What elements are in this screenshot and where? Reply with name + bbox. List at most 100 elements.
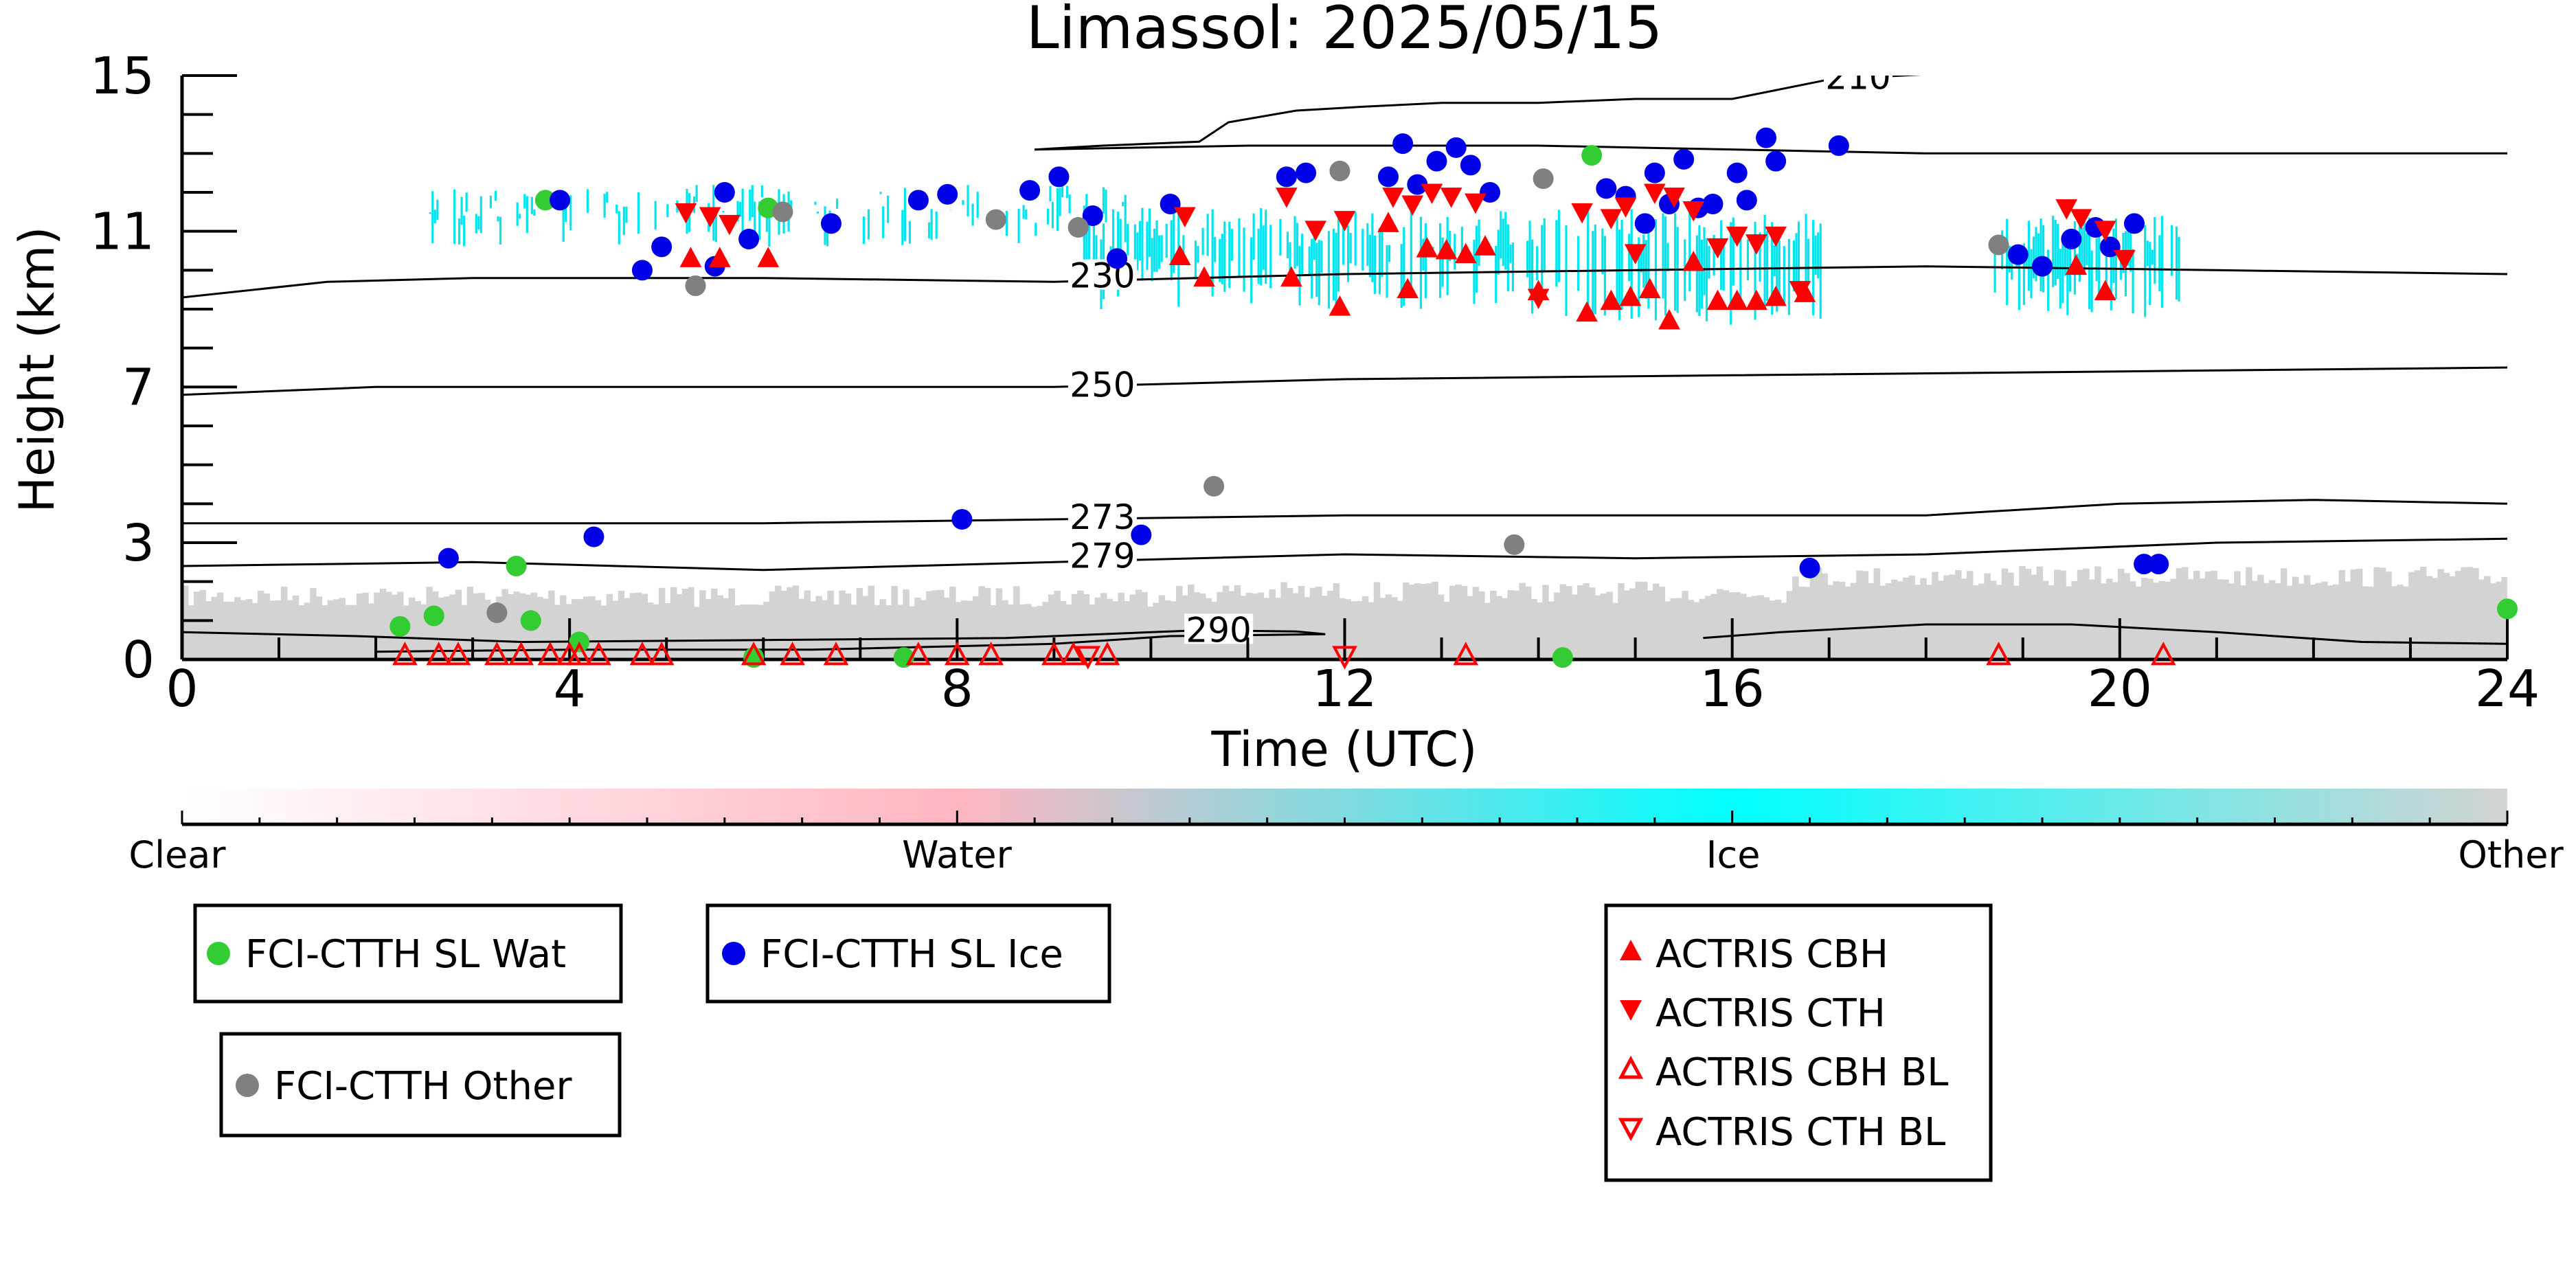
fci-ctth-sl-ice-point xyxy=(1107,248,1128,269)
actris-cth-point xyxy=(1465,193,1487,214)
x-tick-label: 8 xyxy=(941,659,973,719)
actris-cth-point xyxy=(2094,221,2116,241)
contour-label: 210 xyxy=(1825,58,1890,98)
contour-label: 279 xyxy=(1070,536,1135,576)
fci-ctth-sl-ice-point xyxy=(1480,182,1501,203)
fci-ctth-sl-ice-point xyxy=(1756,127,1777,148)
fci-ctth-sl-wat-point xyxy=(423,605,444,626)
markers xyxy=(389,127,2518,670)
y-tick-label: 7 xyxy=(122,358,155,417)
fci-ctth-sl-ice-point xyxy=(937,183,958,205)
actris-cth-point xyxy=(1643,183,1666,205)
fci-ctth-sl-ice-point xyxy=(1048,166,1070,188)
fci-ctth-sl-ice-point xyxy=(1726,162,1748,183)
legend-ice-label: FCI-CTTH SL Ice xyxy=(760,932,1063,977)
actris-cth-point xyxy=(1333,211,1356,231)
fci-ctth-sl-ice-point xyxy=(1460,155,1481,176)
actris-cbh-point xyxy=(1280,266,1302,287)
fci-ctth-sl-ice-point xyxy=(1445,137,1467,158)
actris-cbh-point xyxy=(1474,235,1496,256)
actris-cbh-bl-point xyxy=(629,642,655,666)
fci-ctth-sl-ice-point xyxy=(1799,557,1820,578)
fci-ctth-sl-ice-point xyxy=(2032,256,2053,277)
actris-cbh-bl-point xyxy=(905,642,931,666)
legend-other: FCI-CTTH Other xyxy=(219,1032,622,1138)
fci-ctth-sl-ice-point xyxy=(1765,150,1787,172)
legend-cth-label: ACTRIS CTH xyxy=(1656,991,1886,1036)
fci-ctth-sl-ice-point xyxy=(738,229,760,249)
actris-cbh-point xyxy=(1638,278,1661,299)
y-tick-label: 3 xyxy=(122,514,155,573)
chart-title: Limassol: 2025/05/15 xyxy=(1026,0,1662,63)
actris-cbh-bl-point xyxy=(648,642,675,666)
fci-ctth-sl-ice-point xyxy=(1673,148,1695,170)
fci-ctth-sl-ice-point xyxy=(820,213,841,234)
x-axis-label: Time (UTC) xyxy=(1211,721,1478,778)
fci-ctth-other-point xyxy=(985,209,1006,230)
contour-label: 273 xyxy=(1070,497,1135,537)
legend-actris: ACTRIS CBH ACTRIS CTH ACTRIS CBH BL ACTR… xyxy=(1604,903,1993,1182)
fci-ctth-sl-ice-point xyxy=(1736,190,1757,211)
legend-ice-marker xyxy=(722,942,745,965)
actris-cbh-bl-point xyxy=(586,642,611,666)
actris-cbh-point xyxy=(1658,308,1680,330)
actris-cbh-point xyxy=(1193,266,1215,287)
actris-cth-point xyxy=(1401,195,1424,216)
fci-ctth-sl-ice-point xyxy=(1276,166,1297,188)
fci-ctth-sl-wat-point xyxy=(534,190,556,211)
legend-cbh-marker xyxy=(1620,940,1642,960)
actris-cbh-bl-point xyxy=(2150,642,2176,666)
actris-cth-point xyxy=(1663,188,1685,208)
actris-cth-point xyxy=(1173,207,1196,228)
contour-line-1 xyxy=(1035,144,2507,155)
fci-ctth-other-point xyxy=(1988,234,2009,256)
actris-cbh-bl-point xyxy=(508,642,534,666)
fci-ctth-sl-ice-point xyxy=(1296,162,1317,183)
fci-ctth-sl-ice-point xyxy=(1407,174,1428,195)
fci-ctth-other-point xyxy=(772,201,793,223)
y-tick-label: 11 xyxy=(90,203,155,262)
actris-cbh-bl-point xyxy=(1094,642,1120,666)
actris-cth-point xyxy=(1600,209,1623,229)
fci-ctth-sl-ice-point xyxy=(951,509,973,530)
actris-cth-point xyxy=(1276,188,1298,208)
legend-wat-marker xyxy=(207,942,230,965)
actris-cth-point xyxy=(719,214,741,236)
x-tick-label: 24 xyxy=(2475,659,2540,719)
fci-ctth-sl-ice-point xyxy=(1377,166,1399,188)
actris-cth-point xyxy=(1382,188,1404,208)
fci-ctth-sl-wat-point xyxy=(520,610,541,631)
legend-cth-marker xyxy=(1620,1000,1642,1021)
actris-cbh-point xyxy=(1416,237,1438,258)
legend-cbh-bl-label: ACTRIS CBH BL xyxy=(1656,1050,1948,1095)
actris-cth-point xyxy=(2114,249,2136,271)
fci-ctth-sl-ice-point xyxy=(1131,524,1152,545)
actris-cbh-point xyxy=(757,247,780,267)
fci-ctth-sl-wat-point xyxy=(506,556,527,576)
contour-label: 250 xyxy=(1070,365,1135,405)
actris-cbh-point xyxy=(2094,280,2116,300)
actris-cbh-bl-point xyxy=(944,642,970,666)
fci-ctth-sl-wat-point xyxy=(389,615,411,637)
actris-cbh-bl-point xyxy=(978,642,1004,666)
fci-ctth-other-point xyxy=(1204,475,1225,497)
actris-cbh-bl-point xyxy=(566,642,592,666)
x-tick-label: 20 xyxy=(2088,659,2152,719)
actris-cbh-point xyxy=(1397,278,1419,299)
actris-cbh-bl-point xyxy=(392,642,418,666)
actris-cth-point xyxy=(1304,221,1327,241)
actris-cth-bl-point xyxy=(1332,646,1357,670)
colorbar-label-clear: Clear xyxy=(128,833,226,877)
actris-cbh-bl-point xyxy=(537,642,563,666)
actris-cth-point xyxy=(2070,209,2092,229)
actris-cbh-bl-point xyxy=(823,642,849,666)
fci-ctth-sl-ice-point xyxy=(907,190,929,211)
fci-ctth-sl-ice-point xyxy=(1644,162,1665,183)
fci-ctth-sl-ice-point xyxy=(651,236,673,258)
actris-cbh-point xyxy=(1706,289,1729,310)
x-tick-label: 0 xyxy=(166,659,198,719)
actris-cth-point xyxy=(1440,188,1462,208)
actris-cbh-point xyxy=(708,247,731,267)
legend-wat: FCI-CTTH SL Wat xyxy=(193,903,623,1004)
